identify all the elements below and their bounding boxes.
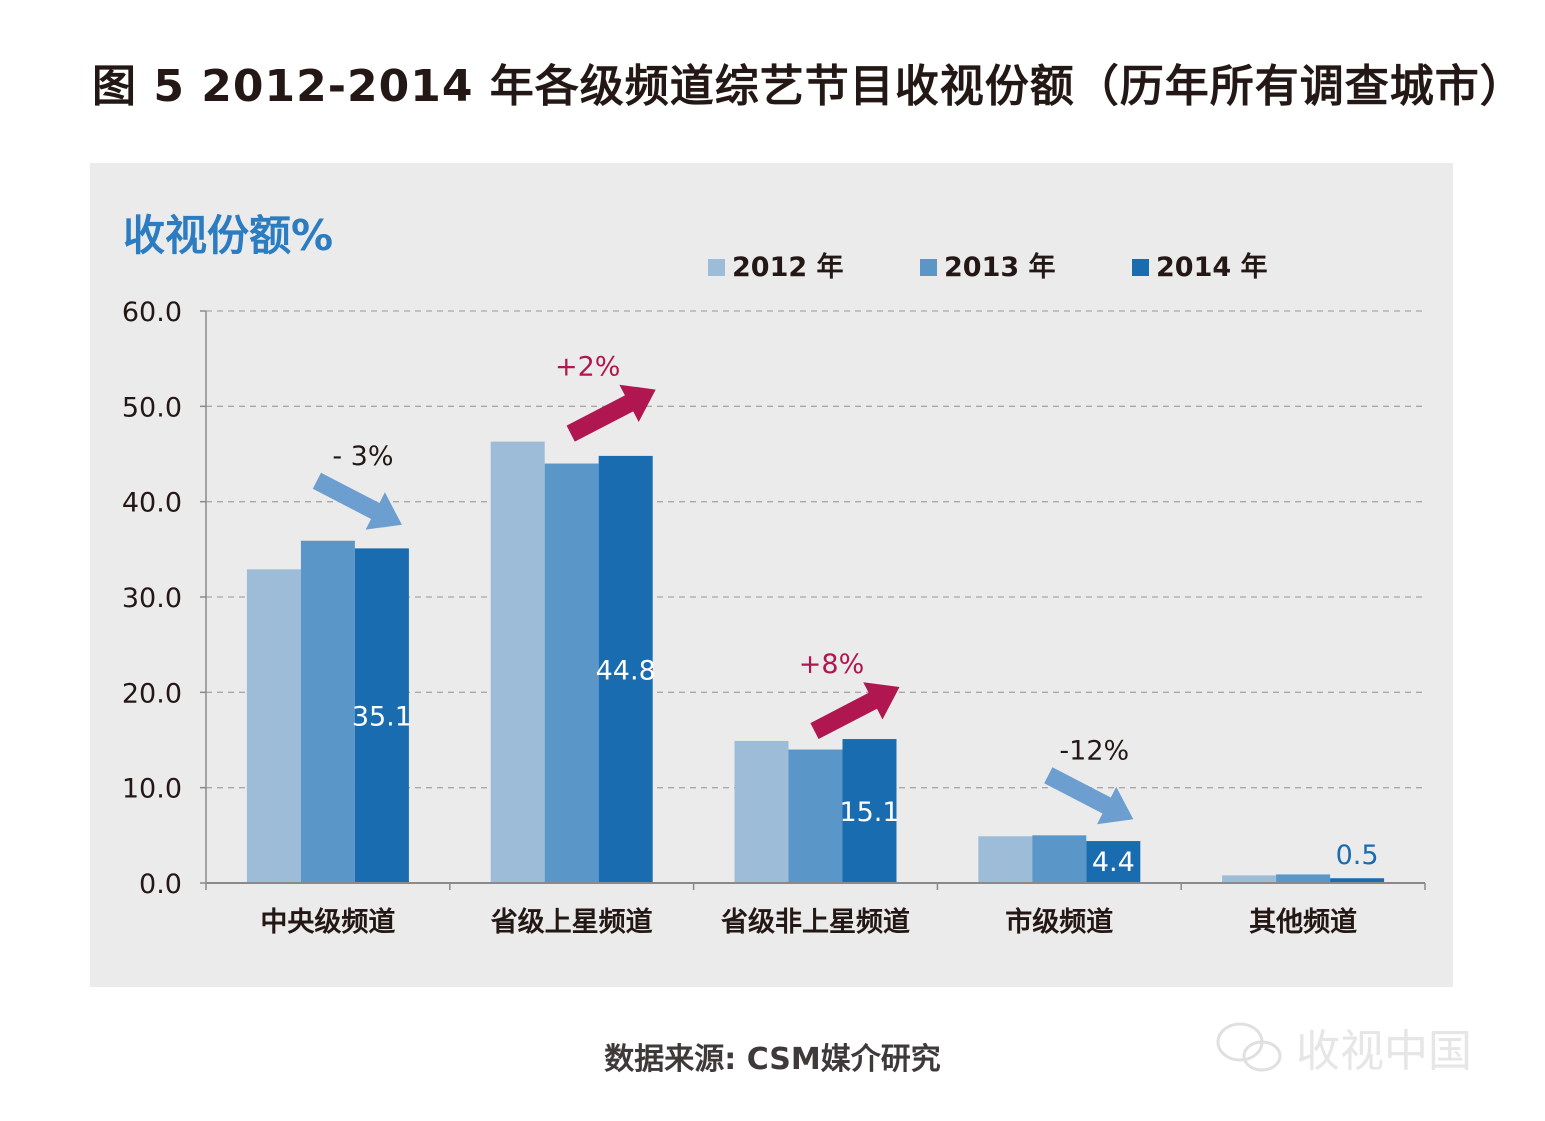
change-arrow	[1044, 767, 1134, 825]
legend-label: 2013 年	[944, 251, 1056, 283]
y-tick-label: 60.0	[122, 297, 182, 328]
bar-2-2	[842, 739, 897, 883]
y-axis-label: 收视份额%	[123, 211, 333, 260]
change-arrow	[810, 682, 900, 739]
bar-3-2	[1086, 841, 1141, 883]
bars	[246, 441, 1385, 883]
x-category-label: 市级频道	[1005, 906, 1113, 938]
bar-0-0	[246, 569, 301, 883]
data-label: 0.5	[1336, 840, 1379, 871]
bar-chart: 收视份额% 2012 年 2013 年 2014 年 0.0 10.0 20.0 30.0…	[122, 211, 1426, 938]
y-tick-label: 30.0	[122, 583, 182, 614]
x-category-label: 中央级频道	[260, 906, 395, 938]
change-arrow	[566, 384, 656, 442]
bar-0-1	[300, 540, 355, 883]
change-annotations: - 3% +2% +8% -12%	[312, 352, 1134, 825]
data-labels: 35.1 44.8 15.1 4.4 0.5	[352, 655, 1379, 878]
bar-4-2	[1330, 878, 1385, 883]
bar-1-1	[544, 463, 599, 883]
data-label: 4.4	[1092, 847, 1135, 878]
wechat-icon	[1216, 1022, 1282, 1072]
legend-swatch	[1132, 259, 1149, 276]
grid-lines	[206, 310, 1425, 789]
x-category-label: 省级非上星频道	[721, 906, 910, 938]
y-tick-label: 50.0	[122, 392, 182, 423]
bar-1-0	[490, 441, 545, 883]
bar-1-2	[598, 455, 653, 883]
y-tick-label: 40.0	[122, 488, 182, 519]
bar-2-1	[788, 749, 843, 883]
x-axis-labels: 中央级频道 省级上星频道 省级非上星频道 市级频道 其他频道	[260, 906, 1357, 938]
change-label: +8%	[799, 649, 864, 680]
legend-swatch	[708, 259, 725, 276]
bar-4-1	[1276, 874, 1331, 883]
bar-4-0	[1222, 875, 1277, 883]
axes	[205, 311, 1426, 890]
data-label: 44.8	[596, 655, 656, 686]
legend: 2012 年 2013 年 2014 年	[708, 251, 1268, 283]
data-label: 35.1	[352, 702, 412, 733]
change-arrow	[312, 472, 402, 530]
change-label: - 3%	[332, 441, 393, 472]
bar-0-2	[354, 548, 409, 883]
change-label: +2%	[555, 352, 620, 383]
page-title: 图 5 2012-2014 年各级频道综艺节目收视份额（历年所有调查城市）	[92, 61, 1525, 112]
x-category-label: 省级上星频道	[491, 906, 653, 938]
change-label: -12%	[1059, 735, 1129, 766]
bar-3-0	[978, 836, 1033, 883]
bar-3-1	[1032, 835, 1087, 883]
legend-label: 2014 年	[1156, 251, 1268, 283]
legend-label: 2012 年	[732, 251, 844, 283]
source-note: 数据来源: CSM媒介研究	[604, 1042, 941, 1077]
y-axis-ticks: 0.0 10.0 20.0 30.0 40.0 50.0 60.0	[122, 297, 206, 900]
data-label: 15.1	[839, 797, 899, 828]
y-tick-label: 20.0	[122, 678, 182, 709]
y-tick-label: 10.0	[122, 774, 182, 805]
watermark-text: 收视中国	[1296, 1026, 1472, 1077]
y-tick-label: 0.0	[139, 869, 182, 900]
x-category-label: 其他频道	[1249, 906, 1357, 938]
chart-panel: 收视份额% 2012 年 2013 年 2014 年 0.0 10.0 20.0 30.0…	[90, 163, 1453, 987]
legend-swatch	[920, 259, 937, 276]
bar-2-0	[734, 740, 789, 883]
